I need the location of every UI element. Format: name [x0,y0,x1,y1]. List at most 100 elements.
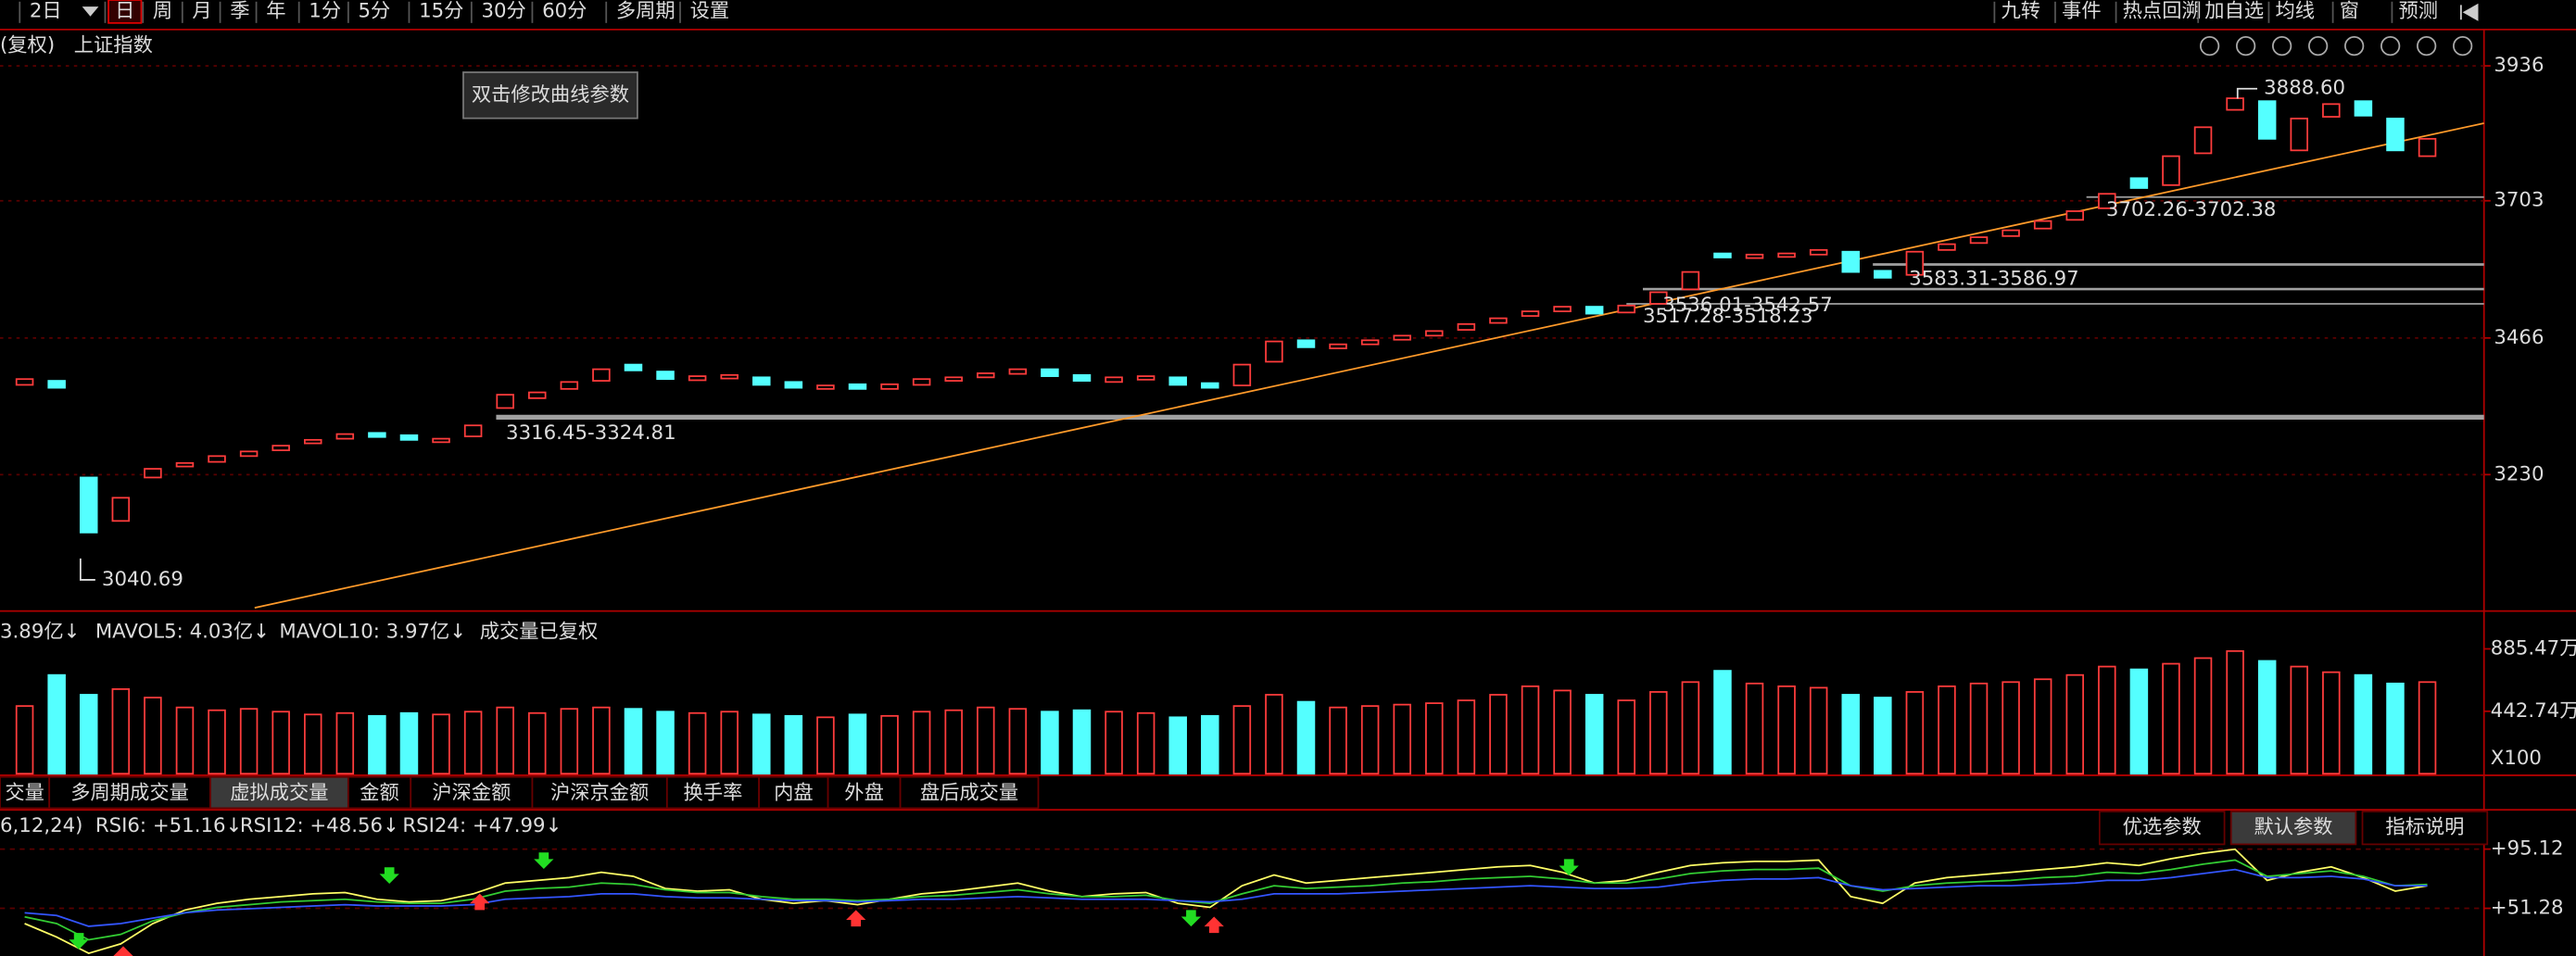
price-tick-label: 3936 [2494,54,2544,77]
toolbar-button[interactable]: 热点回溯 [2123,0,2202,22]
toolbar-button[interactable]: 年 [266,0,285,22]
tool-icon[interactable] [2380,36,2401,57]
signal-arrow [1204,916,1224,934]
candle [1809,248,1828,256]
volume-bar [1938,685,1956,775]
annotation-bracket [2236,87,2258,99]
candle [2033,220,2052,230]
indicator-button[interactable] [2361,811,2489,846]
candle [1008,368,1028,375]
indicator-tab[interactable] [48,775,211,810]
toolbar-button[interactable]: 5分 [359,0,391,22]
candle [335,433,355,440]
toolbar-button[interactable]: 事件 [2062,0,2102,22]
tool-icon[interactable] [2344,36,2365,57]
price-annotation: 3888.60 [2264,77,2345,100]
candle [1201,382,1219,389]
toolbar-button[interactable]: 2日 [30,0,62,22]
candle [816,384,835,390]
toolbar-button[interactable]: 日 [115,0,134,22]
toolbar-button[interactable]: 周 [153,0,172,22]
candle [1585,306,1604,315]
indicator-tab[interactable] [0,775,51,810]
indicator-tab-label: 金额 [360,781,399,804]
toolbar-button[interactable]: 均线 [2276,0,2316,22]
rsi-legend: RSI24: +47.99↓ [402,814,562,837]
volume-bar [752,713,771,775]
toolbar-button[interactable]: 设置 [690,0,730,22]
candle [47,380,66,389]
candle [1296,339,1316,348]
tool-icon[interactable] [2235,36,2256,57]
candle [880,383,899,390]
candle [1777,252,1796,258]
tool-icon[interactable] [2272,36,2292,57]
volume-bar [271,711,290,775]
toolbar-button[interactable]: 1分 [309,0,341,22]
toolbar [0,0,2576,25]
candle [2226,97,2244,111]
tool-icon[interactable] [2417,36,2437,57]
volume-bar [880,714,899,775]
toolbar-button[interactable]: 九转 [2001,0,2040,22]
volume-bar [15,705,34,775]
volume-bar [624,708,643,775]
indicator-tab[interactable] [758,775,829,810]
volume-bar [399,711,419,775]
indicator-button[interactable] [2229,811,2357,846]
toolbar-button[interactable]: 窗 [2340,0,2359,22]
candle [2098,193,2116,209]
candle [1168,376,1187,386]
volume-bar [2322,671,2341,775]
candle [1072,373,1092,382]
indicator-tab[interactable] [209,775,349,810]
candle [1521,310,1540,317]
toolbar-button[interactable]: 预测 [2399,0,2439,22]
toolbar-button[interactable]: 多周期 [616,0,676,22]
toolbar-button[interactable]: 60分 [542,0,587,22]
candle [1457,322,1476,331]
candle [2257,100,2277,140]
rsi-legend: 6,12,24) [0,814,82,837]
candle [1232,363,1252,386]
volume-bar [720,711,739,775]
volume-bar [2033,678,2052,775]
volume-bar [1681,681,1700,775]
collapse-icon[interactable] [2460,3,2479,21]
candle [1938,243,1956,251]
toolbar-button[interactable]: 15分 [419,0,463,22]
toolbar-button[interactable]: 月 [192,0,211,22]
candle [1905,250,1925,276]
volume-bar [560,708,579,775]
rsi-line [24,848,2428,955]
indicator-tab[interactable] [347,775,412,810]
candle [1136,375,1155,381]
candle [848,383,867,390]
candle [1745,253,1764,259]
tooltip-text: 双击修改曲线参数 [472,83,629,107]
tool-icon[interactable] [2199,36,2220,57]
rsi-legend: RSI6: +51.16↓ [95,814,243,837]
volume-bar [239,708,259,775]
indicator-tab[interactable] [827,775,902,810]
candle [2193,126,2213,155]
tool-icon[interactable] [2453,36,2473,57]
candle [720,373,739,380]
candle [944,376,963,382]
tool-icon[interactable] [2308,36,2329,57]
signal-arrow [379,867,399,884]
toolbar-button[interactable]: 季 [230,0,249,22]
candle [1489,317,1508,324]
indicator-tab-label: 沪深金额 [432,781,511,804]
indicator-button[interactable] [2098,811,2226,846]
toolbar-button[interactable]: 加自选 [2204,0,2264,22]
volume-bar [2193,657,2213,775]
candle [144,468,162,479]
indicator-tab[interactable] [531,775,668,810]
candle [15,378,34,386]
volume-bar [1425,702,1444,775]
indicator-tab[interactable] [899,775,1040,810]
toolbar-button[interactable]: 30分 [481,0,525,22]
